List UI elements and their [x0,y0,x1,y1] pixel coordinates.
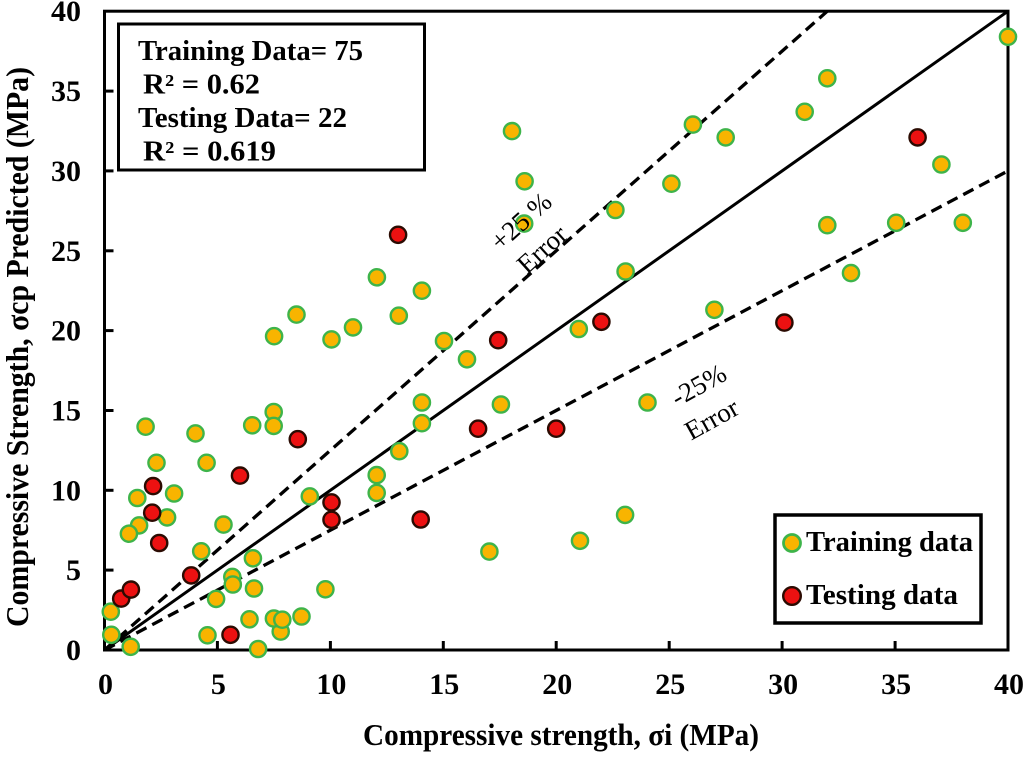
svg-text:Compressive Strength, σcp Pre: Compressive Strength, σcp Predicted (MPa… [0,67,35,627]
svg-text:25: 25 [655,668,685,701]
svg-text:35: 35 [881,668,911,701]
svg-text:10: 10 [316,668,346,701]
svg-text:5: 5 [66,554,81,587]
svg-text:40: 40 [51,0,81,28]
svg-text:10: 10 [51,474,81,507]
svg-text:0: 0 [66,634,81,667]
svg-text:Training Data= 75: Training Data= 75 [138,36,363,67]
svg-text:15: 15 [51,395,81,428]
svg-text:5: 5 [211,668,226,701]
svg-text:0: 0 [98,668,113,701]
svg-text:Compressive strength, σi (MPa): Compressive strength, σi (MPa) [363,717,759,752]
svg-text:25: 25 [51,235,81,268]
svg-text:Testing Data= 22: Testing Data= 22 [138,103,347,134]
svg-text:20: 20 [51,315,81,348]
svg-text:R² = 0.619: R² = 0.619 [143,137,276,168]
svg-text:15: 15 [429,668,459,701]
svg-text:R² = 0.62: R² = 0.62 [143,70,260,101]
svg-text:Testing data: Testing data [806,579,959,611]
svg-text:20: 20 [542,668,572,701]
svg-text:35: 35 [51,75,81,108]
svg-text:Training data: Training data [806,526,973,558]
svg-text:30: 30 [51,155,81,188]
svg-text:30: 30 [768,668,798,701]
svg-text:40: 40 [994,668,1024,701]
